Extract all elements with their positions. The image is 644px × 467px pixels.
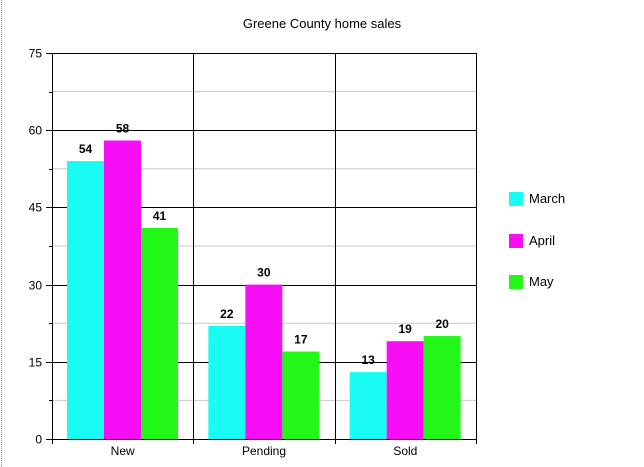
data-label: 19 [398,322,412,336]
x-tick-label: New [111,444,135,458]
frame-left-border [1,0,2,467]
data-label: 17 [294,333,308,347]
bar [208,325,246,439]
bar [282,351,320,439]
data-label: 13 [361,353,375,367]
legend-label: April [529,232,556,248]
data-label: 41 [153,209,167,223]
legend-label: March [529,191,566,206]
y-tick-label: 15 [29,356,43,370]
data-label: 58 [116,121,130,135]
legend-swatch [509,233,523,248]
y-tick-label: 30 [29,279,43,293]
x-tick-label: Pending [242,444,286,458]
bar [67,161,104,439]
legend-swatch [509,275,523,289]
x-tick-label: Sold [393,444,417,458]
bar [141,227,178,439]
data-label: 54 [79,142,93,156]
legend-swatch [509,192,523,206]
bar [423,336,461,439]
bar [245,284,283,439]
bar [349,372,387,439]
data-label: 20 [435,317,449,331]
data-label: 30 [257,266,271,280]
y-tick-label: 0 [35,433,42,447]
bar [104,140,141,439]
y-tick-label: 75 [29,47,43,61]
y-tick-label: 60 [29,124,43,138]
bar [386,341,424,439]
legend-label: May [529,274,554,289]
data-label: 22 [220,307,234,321]
chart-title: Greene County home sales [242,16,402,31]
y-tick-label: 45 [29,201,43,215]
